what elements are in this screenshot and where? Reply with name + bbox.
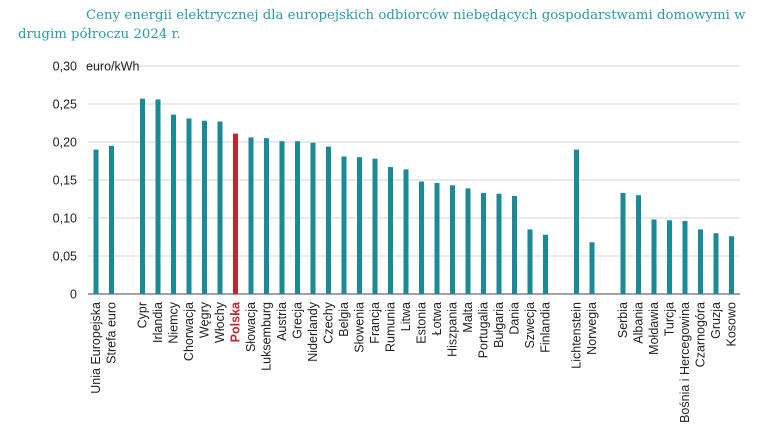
- x-tick-label: Bułgaria: [492, 302, 506, 348]
- x-tick-label: Węgry: [198, 301, 212, 338]
- y-tick-label: 0: [70, 288, 77, 302]
- bar-rumunia: [388, 167, 393, 294]
- bar-chorwacja: [186, 118, 192, 294]
- x-tick-label: Turcja: [663, 302, 677, 336]
- bar-słowacja: [248, 137, 254, 294]
- y-tick-label: 0,30: [53, 60, 77, 74]
- bar-polska: [233, 133, 238, 294]
- bar-turcja: [667, 220, 672, 294]
- x-tick-label: Gruzja: [709, 302, 723, 339]
- category-labels: Unia Europejska Strefa euro Cypr Irlandia Ni…: [89, 301, 739, 423]
- x-tick-label: Luksemburg: [260, 302, 274, 371]
- bar-węgry: [202, 120, 207, 294]
- bar-słowenia: [357, 157, 362, 294]
- bar-mołdawia: [651, 219, 657, 294]
- bar-serbia: [620, 192, 626, 294]
- x-tick-label: Kosowo: [725, 302, 739, 347]
- x-tick-label: Francja: [368, 302, 382, 344]
- bar-grecja: [295, 141, 300, 294]
- x-tick-label: Lichtenstein: [570, 302, 584, 369]
- x-tick-label: Łotwa: [430, 302, 444, 335]
- x-tick-label: Szwecja: [523, 302, 537, 349]
- x-tick-label: Rumunia: [384, 302, 398, 352]
- y-tick-label: 0,15: [53, 174, 77, 188]
- x-tick-label: Litwa: [399, 302, 413, 331]
- x-tick-label: Niderlandy: [306, 301, 320, 362]
- bar-szwecja: [527, 229, 533, 294]
- x-tick-label: Niemcy: [167, 301, 181, 343]
- bar-niderlandy: [310, 142, 316, 294]
- y-axis-unit: euro/kWh: [86, 60, 140, 74]
- bar-bułgaria: [496, 193, 502, 294]
- chart-title: Ceny energii elektrycznej dla europejski…: [18, 8, 746, 42]
- x-tick-label: Irlandia: [151, 302, 165, 343]
- bar-lichtenstein: [574, 149, 579, 294]
- bar-francja: [372, 158, 378, 294]
- x-tick-label: Cypr: [136, 302, 150, 328]
- bar-hiszpania: [450, 185, 455, 294]
- bar-estonia: [419, 181, 424, 294]
- x-tick-label: Finlandia: [539, 302, 553, 353]
- bar-niemcy: [171, 114, 176, 294]
- y-tick-label: 0,20: [53, 136, 77, 150]
- x-tick-label: Mołdawia: [647, 302, 661, 355]
- bar-strefa-euro: [109, 145, 114, 294]
- x-tick-label: Dania: [508, 302, 522, 335]
- bar-albania: [636, 195, 641, 294]
- x-tick-label: Estonia: [415, 302, 429, 344]
- x-tick-label: Włochy: [213, 301, 227, 343]
- bar-gruzja: [713, 233, 719, 294]
- bar-finlandia: [543, 234, 548, 294]
- bar-portugalia: [481, 192, 486, 294]
- y-tick-label: 0,05: [53, 250, 77, 264]
- x-tick-label: Bośnia i Hercegowina: [678, 302, 692, 423]
- bar-czarnogóra: [698, 229, 703, 294]
- x-tick-label: Austria: [275, 302, 289, 341]
- x-tick-label: Portugalia: [477, 302, 491, 358]
- bar-włochy: [217, 121, 223, 294]
- gridlines: [88, 65, 740, 295]
- x-tick-label: Malta: [461, 302, 475, 333]
- y-tick-label: 0,25: [53, 98, 77, 112]
- bar-luksemburg: [264, 138, 269, 294]
- x-tick-label: Chorwacja: [182, 302, 196, 361]
- x-tick-label: Grecja: [291, 302, 305, 339]
- bar-łotwa: [434, 183, 440, 294]
- x-tick-label: Słowacja: [244, 302, 258, 352]
- y-axis: 0 0,05 0,10 0,15 0,20 0,25 0,30 euro/kWh: [53, 60, 140, 302]
- bar-austria: [279, 141, 285, 294]
- x-tick-label: Belgia: [337, 302, 351, 337]
- y-tick-label: 0,10: [53, 212, 77, 226]
- bar-irlandia: [155, 99, 161, 294]
- x-tick-label: Unia Europejska: [89, 302, 103, 394]
- bar-bośnia-i-hercegowina: [682, 221, 688, 294]
- bar-kosowo: [729, 236, 734, 294]
- bars: [93, 98, 734, 295]
- x-tick-label: Słowenia: [353, 302, 367, 353]
- bar-unia-europejska: [93, 149, 99, 294]
- x-tick-label: Hiszpania: [446, 302, 460, 357]
- bar-malta: [465, 188, 471, 294]
- bar-dania: [512, 195, 517, 294]
- x-tick-label: Serbia: [616, 302, 630, 338]
- bar-litwa: [403, 169, 409, 294]
- bar-czechy: [326, 146, 331, 294]
- x-tick-label: Strefa euro: [105, 302, 119, 364]
- bar-cypr: [140, 98, 145, 295]
- x-tick-label: Czarnogóra: [694, 302, 708, 367]
- x-tick-label: Polska: [229, 301, 243, 342]
- bar-belgia: [341, 156, 347, 294]
- x-tick-label: Norwegia: [585, 302, 599, 355]
- x-tick-label: Czechy: [322, 301, 336, 343]
- x-tick-label: Albania: [632, 302, 646, 344]
- bar-norwegia: [589, 242, 595, 294]
